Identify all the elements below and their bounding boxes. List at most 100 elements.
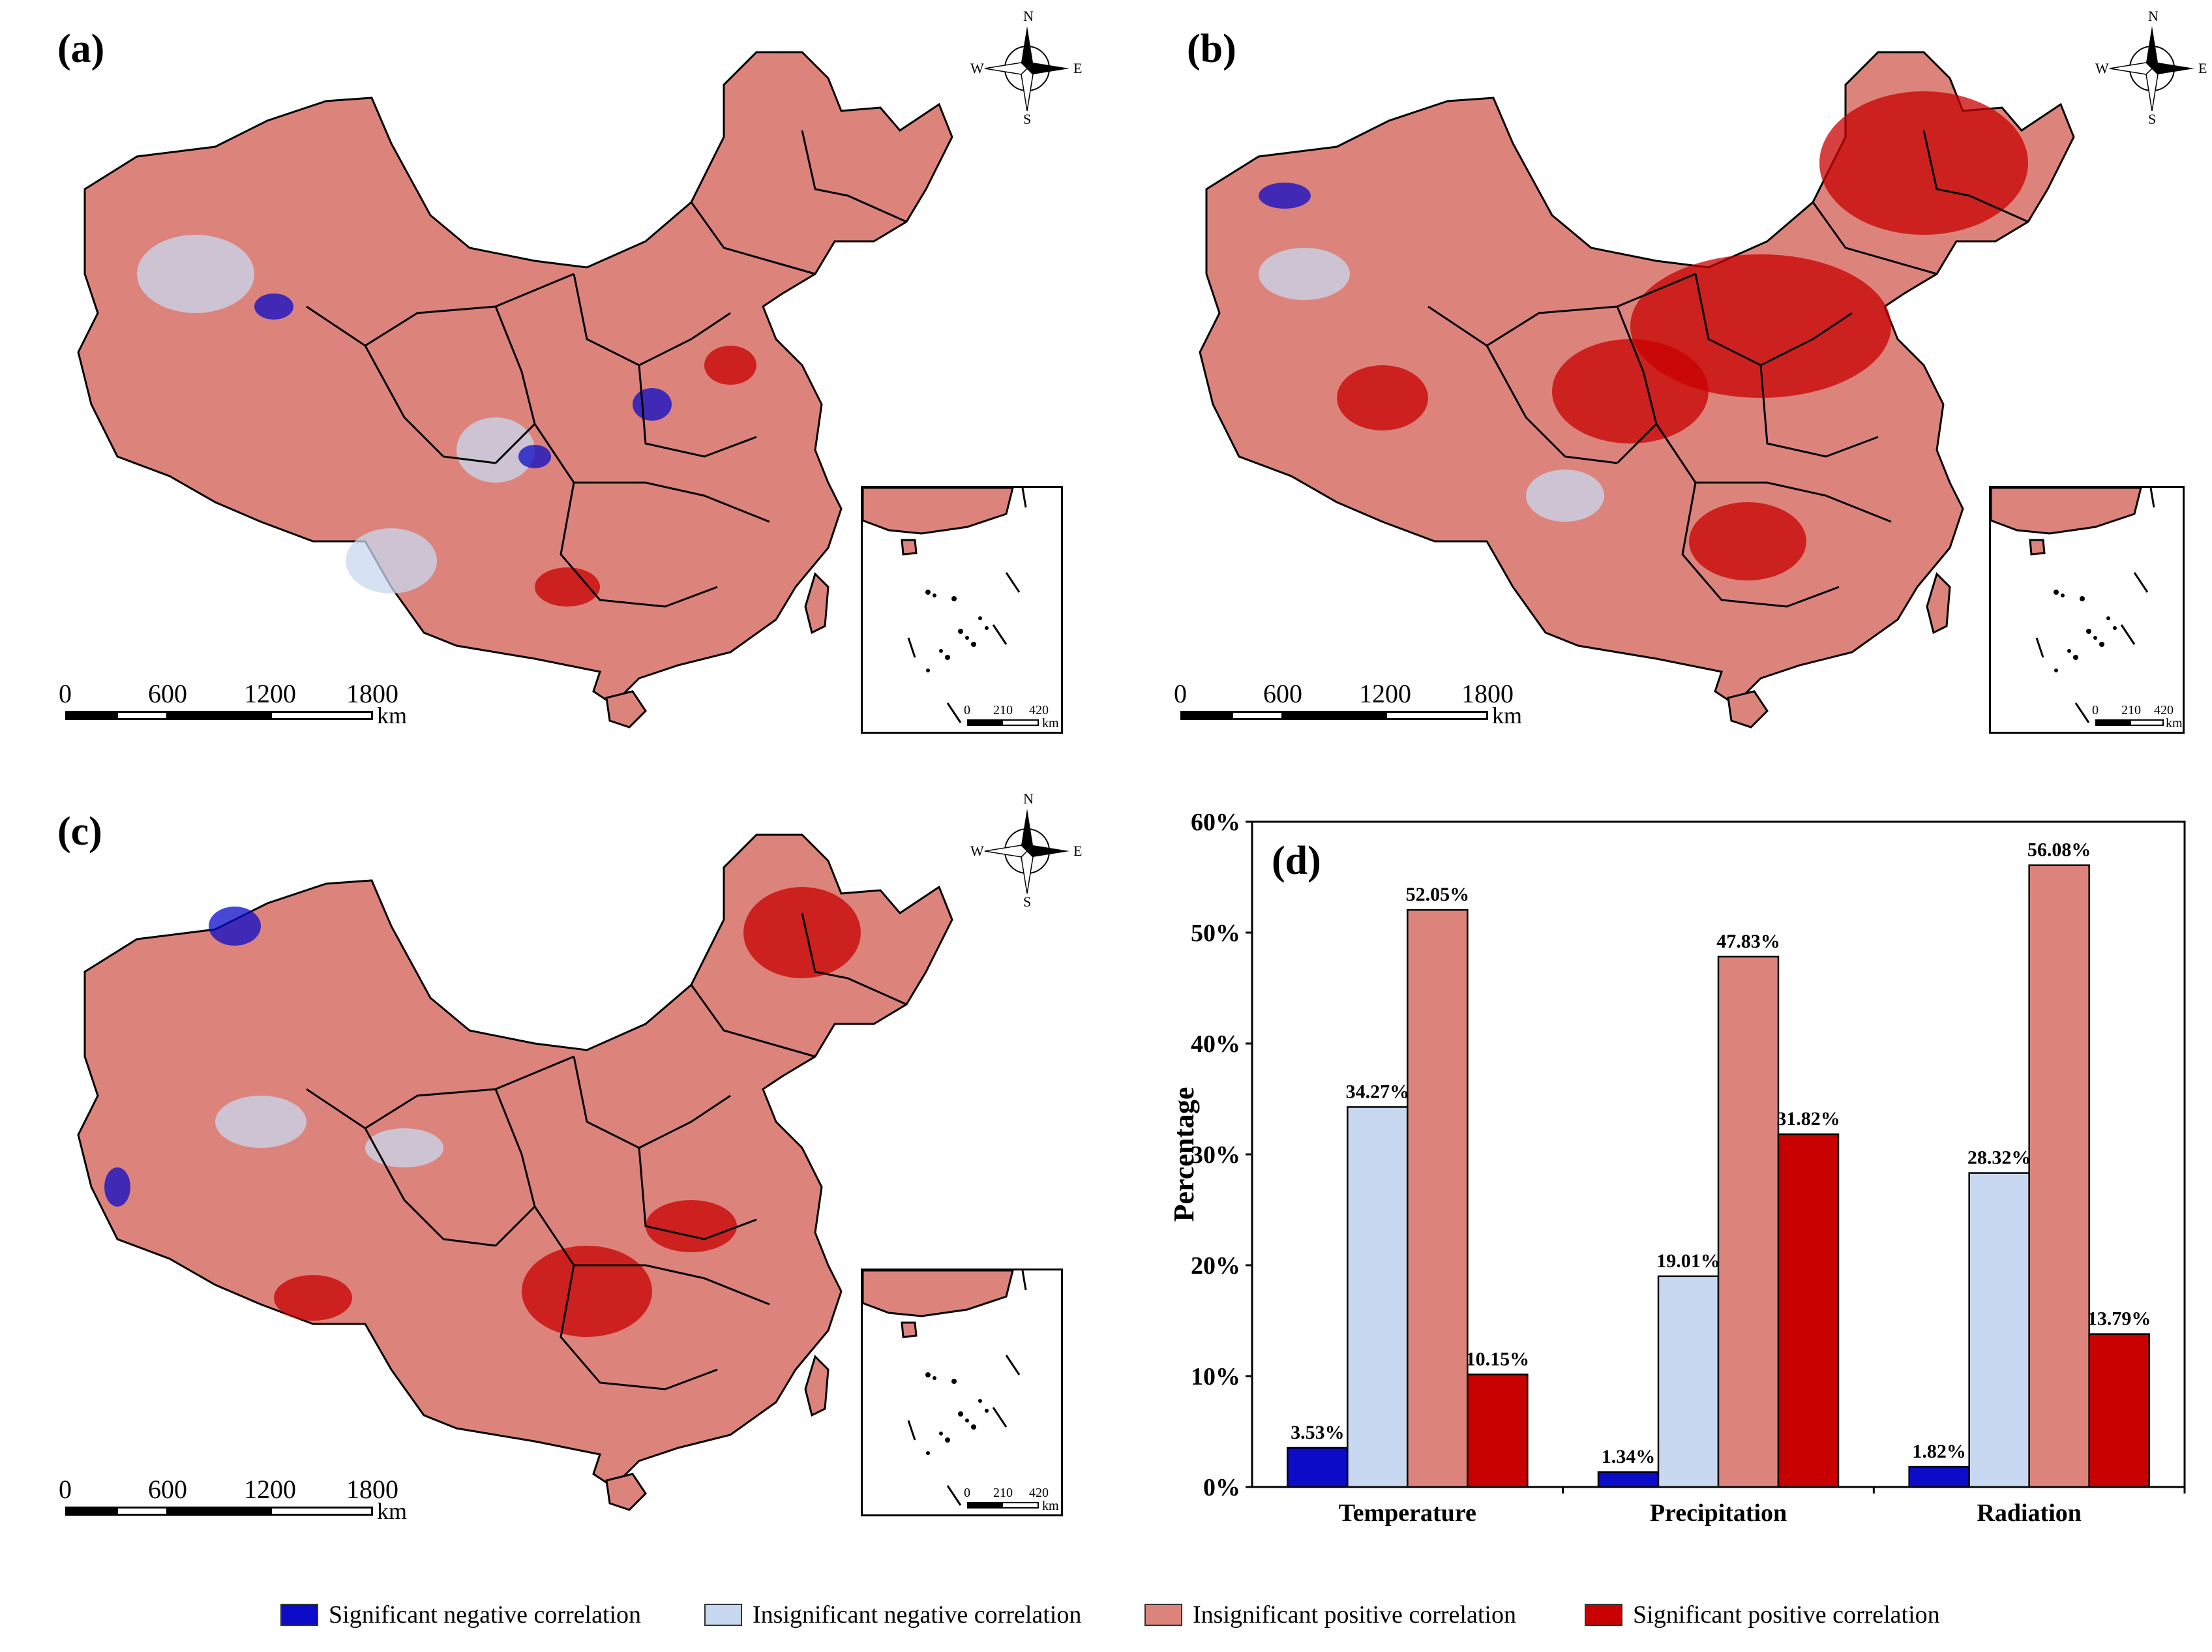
bar bbox=[1777, 1133, 1840, 1488]
scale-tick-0: 0 bbox=[59, 1475, 72, 1504]
inset-scale-tick-0: 0 bbox=[2092, 703, 2099, 717]
legend-item-sig-neg: Significant negative correlation bbox=[280, 1595, 641, 1634]
inset-map bbox=[1991, 488, 2155, 723]
legend-label: Significant positive correlation bbox=[1633, 1601, 1940, 1629]
y-axis-label: Percentage bbox=[1168, 1087, 1200, 1222]
compass-rose-icon bbox=[984, 809, 1069, 894]
map-panel-a: (a) N S W E 0 600 1200 bbox=[0, 0, 1109, 743]
north-arrow-compass: N S W E bbox=[2095, 8, 2207, 127]
data-label: 28.32% bbox=[1967, 1147, 2031, 1169]
south-china-sea-inset: 0 210 420 km bbox=[861, 486, 1063, 734]
scale-tick-0: 0 bbox=[59, 679, 72, 708]
legend-item-sig-pos: Significant positive correlation bbox=[1585, 1595, 1940, 1634]
data-label: 34.27% bbox=[1346, 1081, 1410, 1102]
data-label: 10.15% bbox=[1466, 1348, 1530, 1370]
correlation-patch bbox=[1259, 248, 1350, 300]
taiwan-island bbox=[804, 572, 830, 635]
correlation-patch bbox=[633, 388, 672, 421]
correlation-patch bbox=[1689, 502, 1806, 580]
panel-label-d: (d) bbox=[1272, 839, 1321, 883]
correlation-patch bbox=[743, 887, 861, 978]
inset-map bbox=[863, 488, 1027, 723]
compass-s-label: S bbox=[1023, 894, 1032, 910]
north-arrow-compass: N S W E bbox=[970, 790, 1082, 910]
compass-rose-icon bbox=[2109, 26, 2194, 112]
bar bbox=[1717, 955, 1780, 1488]
legend-swatch bbox=[1144, 1604, 1182, 1626]
compass-w-label: W bbox=[2095, 60, 2109, 76]
compass-e-label: E bbox=[2198, 60, 2207, 76]
data-label: 31.82% bbox=[1776, 1108, 1840, 1130]
data-label: 13.79% bbox=[2087, 1308, 2151, 1330]
inset-map bbox=[863, 1270, 1027, 1506]
inset-scale-tick-210: 210 bbox=[993, 1486, 1013, 1500]
scale-tick-600: 600 bbox=[148, 679, 187, 708]
y-tick-label: 30% bbox=[1191, 1141, 1240, 1169]
scale-unit: km bbox=[377, 1498, 408, 1524]
legend-label: Significant negative correlation bbox=[329, 1601, 642, 1629]
scale-tick-1800: 1800 bbox=[346, 679, 398, 708]
scale-bar: 0 600 1200 1800 km bbox=[59, 678, 430, 730]
y-tick-label: 50% bbox=[1191, 920, 1240, 947]
data-label: 3.53% bbox=[1291, 1422, 1344, 1443]
bar bbox=[1597, 1471, 1660, 1488]
panel-label-b: (b) bbox=[1187, 27, 1236, 71]
legend-swatch bbox=[280, 1604, 318, 1626]
compass-n-label: N bbox=[1023, 790, 1034, 807]
compass-e-label: E bbox=[1073, 843, 1083, 859]
inset-scale-unit: km bbox=[1042, 1499, 1059, 1513]
correlation-patch bbox=[209, 907, 261, 946]
legend-item-insig-pos: Insignificant positive correlation bbox=[1144, 1595, 1516, 1634]
correlation-patch bbox=[1337, 365, 1428, 430]
correlation-patch bbox=[346, 528, 437, 593]
inset-scale-unit: km bbox=[2166, 716, 2183, 730]
hainan-island bbox=[1727, 690, 1769, 728]
hainan-island bbox=[605, 1473, 647, 1511]
correlation-patch bbox=[104, 1167, 130, 1207]
scale-tick-0: 0 bbox=[1174, 679, 1187, 708]
taiwan-island bbox=[1926, 572, 1951, 635]
compass-w-label: W bbox=[970, 843, 984, 859]
correlation-patch bbox=[1819, 91, 2028, 235]
inset-scale-tick-420: 420 bbox=[2154, 703, 2174, 717]
scale-tick-1200: 1200 bbox=[1359, 679, 1411, 708]
data-label: 56.08% bbox=[2027, 839, 2091, 861]
map-panel-b: (b) N S W E 0 600 1200 bbox=[1109, 0, 2212, 743]
panel-label-a: (a) bbox=[57, 27, 105, 71]
y-tick-label: 10% bbox=[1191, 1363, 1240, 1390]
correlation-patch bbox=[274, 1275, 352, 1321]
y-tick-label: 0% bbox=[1203, 1474, 1240, 1501]
x-tick-label: Precipitation bbox=[1650, 1499, 1787, 1527]
scale-tick-600: 600 bbox=[1263, 679, 1302, 708]
correlation-patch bbox=[535, 567, 600, 607]
correlation-patch bbox=[522, 1246, 652, 1337]
compass-rose-icon bbox=[984, 26, 1069, 112]
scale-bar: 0 600 1200 1800 km bbox=[1174, 678, 1546, 730]
inset-scale-tick-0: 0 bbox=[964, 1486, 970, 1500]
china-map-a bbox=[77, 51, 953, 728]
x-tick-label: Radiation bbox=[1977, 1499, 2081, 1527]
inset-scale-unit: km bbox=[1042, 716, 1059, 730]
correlation-patch bbox=[137, 235, 254, 313]
inset-scale-tick-0: 0 bbox=[964, 703, 970, 717]
x-tick-label: Temperature bbox=[1339, 1499, 1476, 1527]
compass-s-label: S bbox=[1023, 111, 1032, 127]
bar bbox=[1467, 1374, 1529, 1488]
bar bbox=[1287, 1447, 1349, 1488]
correlation-patch bbox=[215, 1096, 306, 1148]
inset-scale-tick-420: 420 bbox=[1029, 703, 1049, 717]
correlation-patch bbox=[704, 346, 756, 385]
correlation-patches bbox=[104, 887, 861, 1337]
north-arrow-compass: N S W E bbox=[970, 8, 1082, 127]
china-map-b bbox=[1199, 51, 2075, 728]
inset-scale-tick-210: 210 bbox=[993, 703, 1013, 717]
y-tick-label: 20% bbox=[1191, 1252, 1240, 1280]
data-label: 1.82% bbox=[1912, 1441, 1966, 1462]
y-tick-label: 60% bbox=[1191, 809, 1240, 836]
legend-label: Insignificant negative correlation bbox=[753, 1601, 1082, 1629]
scale-unit: km bbox=[377, 702, 408, 728]
compass-s-label: S bbox=[2148, 111, 2157, 127]
inset-scale-tick-420: 420 bbox=[1029, 1486, 1049, 1500]
south-china-sea-inset: 0 210 420 km bbox=[1989, 486, 2185, 734]
bar-chart-d: 0% 10% 20% 30% 40% 50% 60% Percentage (d) 3.53% 34… bbox=[1168, 809, 2186, 1527]
